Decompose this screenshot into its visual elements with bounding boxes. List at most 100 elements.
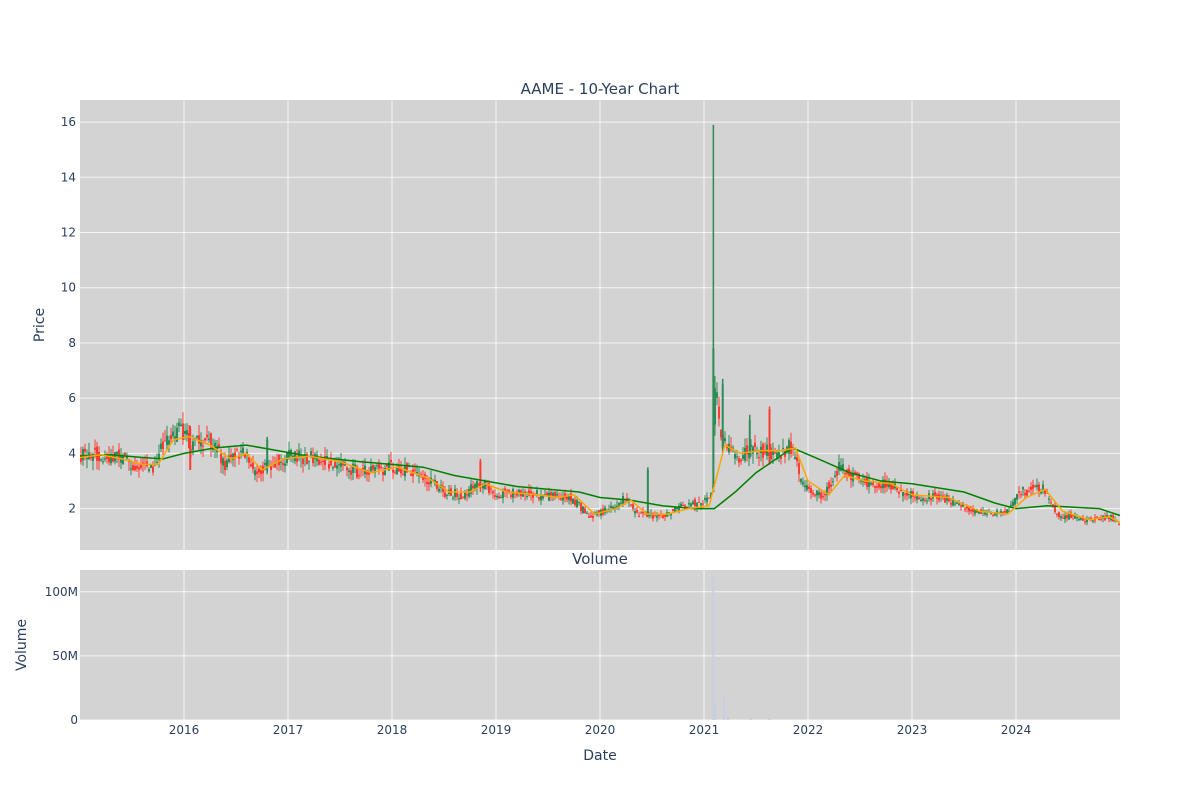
candle-body <box>464 491 466 499</box>
candle-body <box>892 485 894 490</box>
date-x-tick-label: 2020 <box>585 723 616 737</box>
candle-body <box>536 490 538 496</box>
candle-body <box>242 447 244 454</box>
candle-body <box>770 447 772 460</box>
candle-body <box>226 460 228 468</box>
candle-body <box>832 481 834 483</box>
candle-body <box>918 497 920 500</box>
candle-body <box>1010 504 1012 507</box>
candle-body <box>328 464 330 469</box>
candle-body <box>950 503 952 505</box>
candle-body <box>582 506 584 514</box>
candle-body <box>522 492 524 497</box>
candle-body <box>744 447 746 461</box>
candle-body <box>264 462 266 465</box>
candle-body <box>930 498 932 501</box>
date-x-tick-label: 2024 <box>1001 723 1032 737</box>
candle-body <box>356 466 358 478</box>
candle-body <box>1072 515 1074 517</box>
candle-body <box>322 461 324 463</box>
candle-body <box>124 452 126 455</box>
candle-body <box>688 503 690 505</box>
candle-body <box>692 501 694 505</box>
candle-body <box>926 500 928 502</box>
candle-body <box>498 496 500 499</box>
candle-body <box>318 459 320 465</box>
candle-body <box>1032 484 1034 489</box>
candle-body <box>118 449 120 460</box>
candle-body <box>500 496 502 499</box>
candle-body <box>614 507 616 509</box>
candle-body <box>212 448 214 450</box>
candle-body <box>820 492 822 499</box>
candle-body <box>1040 491 1042 494</box>
candle-body <box>386 463 388 467</box>
date-x-tick-label: 2022 <box>793 723 824 737</box>
candle-body <box>204 438 206 441</box>
candle-body <box>758 457 760 459</box>
price-y-axis-label: Price <box>32 308 48 342</box>
candle-body <box>352 463 354 473</box>
candle-body <box>1038 484 1040 493</box>
candle-body <box>742 454 744 459</box>
candle-spike-body <box>646 469 649 512</box>
candle-body <box>814 494 816 496</box>
candle-body <box>210 433 212 448</box>
candle-body <box>562 496 564 501</box>
candle-spike-body <box>266 439 269 468</box>
candle-body <box>156 461 158 463</box>
candle-body <box>698 501 700 503</box>
candle-body <box>724 438 726 442</box>
candle-body <box>130 468 132 470</box>
candle-body <box>348 470 350 473</box>
candle-spike-body <box>712 348 715 493</box>
candle-body <box>474 484 476 490</box>
candle-body <box>532 493 534 498</box>
candle-body <box>102 461 104 463</box>
candle-body <box>1098 519 1100 521</box>
candle-body <box>748 452 750 458</box>
candle-body <box>104 458 106 460</box>
candle-body <box>482 484 484 489</box>
candle-body <box>860 480 862 482</box>
candle-body <box>840 465 842 471</box>
candle-body <box>92 454 94 461</box>
candle-body <box>310 451 312 456</box>
price-y-tick-label: 16 <box>61 115 76 129</box>
candle-body <box>178 422 180 426</box>
candle-body <box>1108 517 1110 520</box>
candle-body <box>476 481 478 489</box>
candle-body <box>812 492 814 495</box>
candle-body <box>458 498 460 500</box>
candle-body <box>672 509 674 512</box>
candle-body <box>114 452 116 462</box>
candle-body <box>354 464 356 468</box>
candle-body <box>292 455 294 458</box>
candle-body <box>296 456 298 462</box>
candle-body <box>176 427 178 442</box>
candle-body <box>690 503 692 507</box>
candle-body <box>778 452 780 457</box>
volume-bars <box>712 576 771 720</box>
candle-body <box>1068 513 1070 520</box>
candle-body <box>836 470 838 476</box>
candle-body <box>196 435 198 438</box>
candle-body <box>1034 485 1036 487</box>
volume-y-tick-label: 100M <box>45 585 78 599</box>
candle-body <box>700 503 702 506</box>
volume-bar <box>714 702 717 720</box>
candle-body <box>288 450 290 458</box>
candle-body <box>830 484 832 487</box>
candle-body <box>780 456 782 460</box>
candle-body <box>488 483 490 494</box>
candle-body <box>952 498 954 506</box>
candle-body <box>764 450 766 454</box>
candle-body <box>824 494 826 496</box>
candle-body <box>446 494 448 496</box>
candle-body <box>696 502 698 507</box>
candle-body <box>592 516 594 519</box>
candle-body <box>86 457 88 460</box>
price-y-tick-label: 2 <box>68 502 76 516</box>
candle-body <box>234 452 236 458</box>
date-x-tick-label: 2016 <box>169 723 200 737</box>
